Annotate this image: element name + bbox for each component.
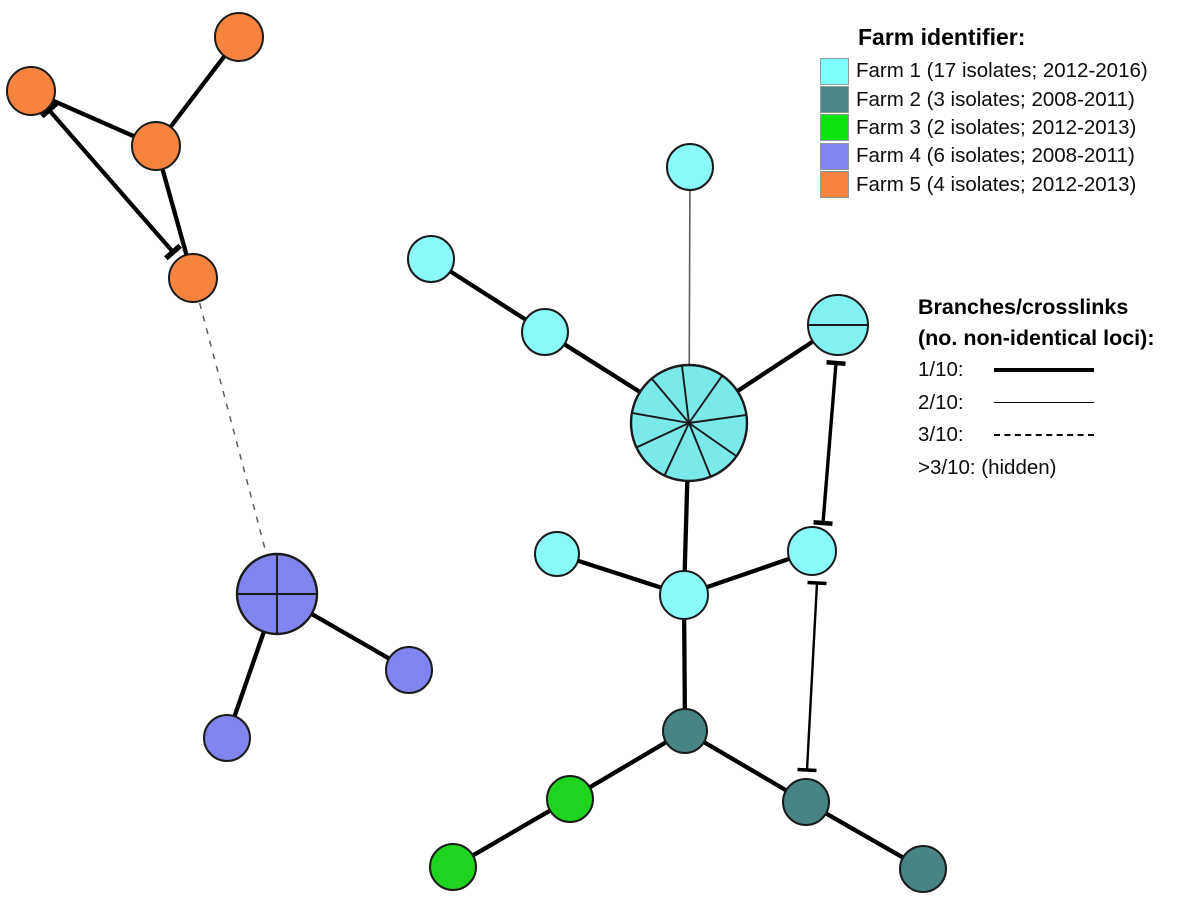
branch-legend-item: 1/10: <box>918 354 1154 387</box>
crosslink-o2-o4 <box>47 108 175 254</box>
node-c4-segment-line <box>688 413 747 424</box>
legend-item: Farm 1 (17 isolates; 2012-2016) <box>820 57 1148 85</box>
node-t3 <box>899 845 947 893</box>
node-t2 <box>782 778 830 826</box>
dashed-line-sample <box>994 434 1094 437</box>
thin-line-sample <box>994 402 1094 404</box>
node-o4 <box>168 253 218 303</box>
crosslink-c5-c8 <box>821 362 838 524</box>
branch-legend-title-line2: (no. non-identical loci): <box>918 326 1155 350</box>
node-c4-segment-line <box>631 411 690 424</box>
node-c4-segment-line <box>688 374 724 424</box>
legend-item-label: Farm 4 (6 isolates; 2008-2011) <box>856 144 1135 168</box>
node-o1 <box>214 12 264 62</box>
node-c6 <box>534 531 580 577</box>
crosslink-tbar-c5-c8 <box>813 519 833 527</box>
node-c3 <box>521 308 569 356</box>
node-c4-segment-line <box>663 422 690 476</box>
legend-item: Farm 2 (3 isolates; 2008-2011) <box>820 85 1148 114</box>
farm2-color-swatch <box>820 86 849 114</box>
branch-legend-item-label: >3/10: (hidden) <box>918 455 1057 479</box>
legend-item-label: Farm 2 (3 isolates; 2008-2011) <box>856 87 1135 111</box>
node-p3 <box>203 714 251 762</box>
node-c4-segment-line <box>650 377 690 424</box>
node-t1 <box>662 708 708 754</box>
node-c8 <box>787 526 837 576</box>
node-o3 <box>131 121 181 171</box>
farm1-color-swatch <box>820 57 849 85</box>
branch-legend-title-line1: Branches/crosslinks <box>918 295 1129 319</box>
branch-legend-item: 3/10: <box>918 419 1154 452</box>
branch-legend-item-label: 1/10: <box>918 358 964 382</box>
crosslink-c8-t2 <box>805 582 819 771</box>
node-g1 <box>546 775 594 823</box>
branch-legend-item: >3/10: (hidden) <box>918 452 1154 485</box>
crosslink-tbar-c5-c8 <box>826 359 846 367</box>
node-c1 <box>666 143 714 191</box>
branch-legend: Branches/crosslinks (no. non-identical l… <box>918 292 1154 484</box>
legend-item: Farm 5 (4 isolates; 2012-2013) <box>820 171 1148 199</box>
node-c7 <box>659 570 709 620</box>
branch-o4-p1 <box>192 277 278 595</box>
node-c4-segment-line <box>688 422 712 478</box>
crosslink-tbar-c8-t2 <box>807 580 827 586</box>
node-c4-segment-line <box>680 365 690 424</box>
node-p2 <box>385 646 433 694</box>
farm-legend: Farm identifier: Farm 1 (17 isolates; 20… <box>820 24 1148 199</box>
farm3-color-swatch <box>820 114 849 142</box>
node-o2 <box>6 66 56 116</box>
farm4-color-swatch <box>820 142 849 170</box>
node-c4-segment-line <box>688 422 738 458</box>
farm5-color-swatch <box>820 171 849 199</box>
crosslink-tbar-c8-t2 <box>797 767 817 773</box>
branch-legend-item: 2/10: <box>918 387 1154 420</box>
farm-legend-title: Farm identifier: <box>858 24 1026 50</box>
legend-item-label: Farm 3 (2 isolates; 2012-2013) <box>856 115 1137 139</box>
node-c2 <box>407 235 455 283</box>
crosslink-tbar-o2-o4 <box>40 101 58 119</box>
node-c4-segment-line <box>636 422 690 449</box>
legend-item: Farm 3 (2 isolates; 2012-2013) <box>820 114 1148 142</box>
crosslink-tbar-o2-o4 <box>164 243 182 261</box>
legend-item-label: Farm 1 (17 isolates; 2012-2016) <box>856 59 1148 83</box>
branch-legend-item-label: 3/10: <box>918 423 964 447</box>
branch-legend-item-label: 2/10: <box>918 390 964 414</box>
node-g2 <box>429 843 477 891</box>
legend-item: Farm 4 (6 isolates; 2008-2011) <box>820 142 1148 170</box>
legend-item-label: Farm 5 (4 isolates; 2012-2013) <box>856 172 1137 196</box>
thick-line-sample <box>994 368 1094 373</box>
